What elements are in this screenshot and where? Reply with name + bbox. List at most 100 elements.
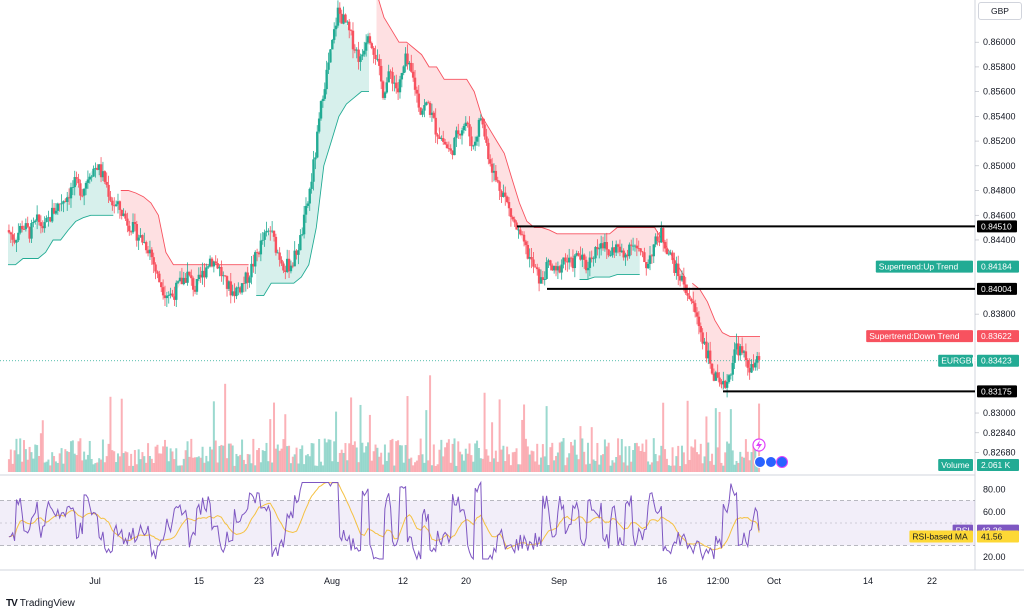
candle-body	[67, 197, 71, 199]
volume-bar	[150, 458, 153, 472]
volume-bar	[545, 406, 548, 472]
volume-bar	[718, 411, 721, 472]
volume-bar	[182, 458, 185, 472]
candle-body	[729, 374, 733, 376]
horizontal-levels	[517, 225, 975, 393]
candle-body	[648, 255, 652, 264]
candle-body	[342, 14, 345, 24]
volume-bar	[690, 446, 693, 472]
volume-bar	[152, 463, 155, 472]
candle-body	[237, 287, 240, 289]
candle-body	[90, 176, 93, 178]
event-icons[interactable]	[754, 456, 788, 468]
candle-body	[624, 254, 627, 258]
candle-body	[421, 110, 424, 115]
volume-bar	[68, 452, 71, 472]
candle-body	[440, 138, 443, 140]
candle-body	[154, 264, 157, 272]
supertrend-fill-1	[120, 190, 249, 296]
volume-bar	[711, 453, 714, 472]
candle-body	[396, 88, 400, 93]
price-tick-label: 0.83000	[983, 408, 1016, 418]
candle-body	[520, 234, 524, 236]
volume-bar	[338, 452, 341, 472]
volume-bar	[553, 460, 556, 472]
price-tick-label: 0.82680	[983, 448, 1016, 458]
candle-body	[447, 148, 451, 150]
candle-body	[52, 207, 56, 214]
candle-body	[426, 102, 430, 104]
volume-bar	[212, 401, 215, 472]
candle-body	[543, 278, 546, 280]
price-tick-label: 0.86000	[983, 37, 1016, 47]
currency-selector[interactable]: GBP	[978, 2, 1022, 20]
candle-body	[710, 363, 714, 374]
volume-bar	[365, 446, 368, 472]
candle-body	[588, 257, 592, 268]
candle-body	[267, 230, 270, 232]
candle-body	[505, 196, 509, 203]
volume-bar	[502, 445, 505, 472]
volume-bar	[677, 445, 680, 472]
candle-body	[680, 275, 684, 281]
volume-bar	[325, 442, 328, 472]
candle-body	[113, 205, 116, 207]
volume-bar	[633, 443, 636, 472]
volume-bar	[551, 442, 554, 472]
candle-body	[348, 21, 351, 31]
candle-body	[389, 71, 392, 73]
candle-body	[462, 126, 466, 131]
candle-body	[556, 266, 560, 271]
candle-body	[60, 203, 63, 205]
volume-bar	[430, 465, 433, 472]
volume-bar	[378, 456, 381, 472]
volume-bar	[517, 464, 520, 472]
volume-bar	[190, 438, 193, 472]
lightning-icon[interactable]	[752, 438, 766, 452]
volume-bar	[461, 454, 464, 472]
volume-bar	[335, 411, 338, 472]
volume-bar	[301, 445, 304, 472]
candle-body	[254, 252, 257, 267]
volume-bar	[179, 465, 182, 472]
volume-bar	[350, 397, 353, 472]
volume-bar	[432, 444, 435, 472]
volume-bar	[445, 442, 448, 472]
volume-bar	[389, 440, 392, 472]
volume-bar	[415, 460, 418, 472]
volume-bar	[630, 461, 633, 472]
candle-body	[690, 298, 693, 302]
candle-body	[515, 222, 518, 230]
candle-body	[453, 137, 456, 156]
volume-bar	[485, 449, 488, 472]
candle-body	[567, 257, 571, 263]
volume-bar	[158, 453, 161, 472]
candle-body	[688, 295, 691, 299]
candle-body	[156, 271, 159, 274]
volume-bar	[331, 461, 334, 472]
candle-body	[314, 157, 317, 160]
volume-bar	[58, 453, 61, 472]
candle-body	[252, 263, 255, 267]
candle-body	[86, 179, 90, 183]
candle-body	[293, 250, 296, 267]
tradingview-logo[interactable]: TV TradingView	[6, 598, 75, 609]
volume-bar	[746, 451, 749, 472]
candle-body	[35, 214, 39, 221]
volume-bar	[722, 465, 725, 472]
volume-bar	[385, 460, 388, 472]
candle-body	[244, 272, 248, 284]
volume-bar	[113, 451, 116, 472]
volume-bar	[329, 439, 332, 472]
candle-body	[135, 223, 138, 241]
candle-body	[417, 93, 420, 108]
time-tick-label: Jul	[89, 576, 101, 586]
badge-title: EURGBP	[941, 356, 977, 366]
volume-bar	[421, 454, 424, 472]
candle-body	[370, 43, 373, 49]
candle-body	[39, 222, 43, 227]
badge-value: 2.061 K	[981, 460, 1011, 470]
volume-bar	[41, 420, 44, 472]
volume-bar	[686, 400, 689, 472]
